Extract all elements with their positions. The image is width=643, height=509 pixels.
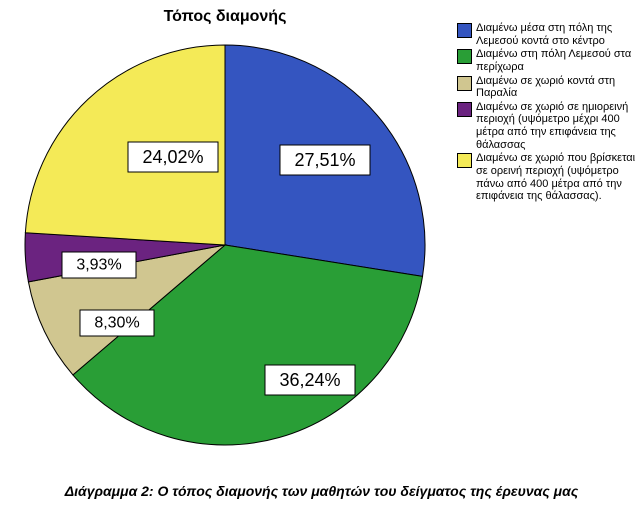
slice-label-text: 27,51%: [294, 150, 355, 170]
legend-item: Διαμένω σε χωριό που βρίσκεται σε ορεινή…: [457, 152, 637, 203]
legend-swatch: [457, 102, 472, 117]
chart-caption: Διάγραμμα 2: Ο τόπος διαμονής των μαθητώ…: [0, 483, 643, 499]
legend-item: Διαμένω σε χωριό κοντά στη Παραλία: [457, 75, 637, 100]
legend-item: Διαμένω μέσα στη πόλη της Λεμεσού κοντά …: [457, 22, 637, 47]
slice-label-text: 24,02%: [142, 147, 203, 167]
legend-label: Διαμένω μέσα στη πόλη της Λεμεσού κοντά …: [476, 22, 637, 47]
chart-container: Τόπος διαμονής 27,51% 36,24% 8,30% 3,93% 24,…: [0, 0, 643, 509]
legend-label: Διαμένω στη πόλη Λεμεσού στα περίχωρα: [476, 48, 637, 73]
pie-chart: 27,51% 36,24% 8,30% 3,93% 24,02%: [10, 30, 440, 460]
legend-label: Διαμένω σε χωριό κοντά στη Παραλία: [476, 75, 637, 100]
legend-swatch: [457, 23, 472, 38]
legend-swatch: [457, 153, 472, 168]
legend-item: Διαμένω στη πόλη Λεμεσού στα περίχωρα: [457, 48, 637, 73]
pie-svg: 27,51% 36,24% 8,30% 3,93% 24,02%: [10, 30, 440, 460]
chart-title: Τόπος διαμονής: [0, 8, 450, 26]
legend-item: Διαμένω σε χωριό σε ημιορεινή περιοχή (υ…: [457, 101, 637, 152]
legend-label: Διαμένω σε χωριό που βρίσκεται σε ορεινή…: [476, 152, 637, 203]
legend-swatch: [457, 49, 472, 64]
slice-label-text: 8,30%: [94, 315, 139, 332]
legend-label: Διαμένω σε χωριό σε ημιορεινή περιοχή (υ…: [476, 101, 637, 152]
slice-label-text: 3,93%: [76, 257, 121, 274]
slice-label-text: 36,24%: [279, 370, 340, 390]
legend-swatch: [457, 76, 472, 91]
legend: Διαμένω μέσα στη πόλη της Λεμεσού κοντά …: [457, 22, 637, 204]
